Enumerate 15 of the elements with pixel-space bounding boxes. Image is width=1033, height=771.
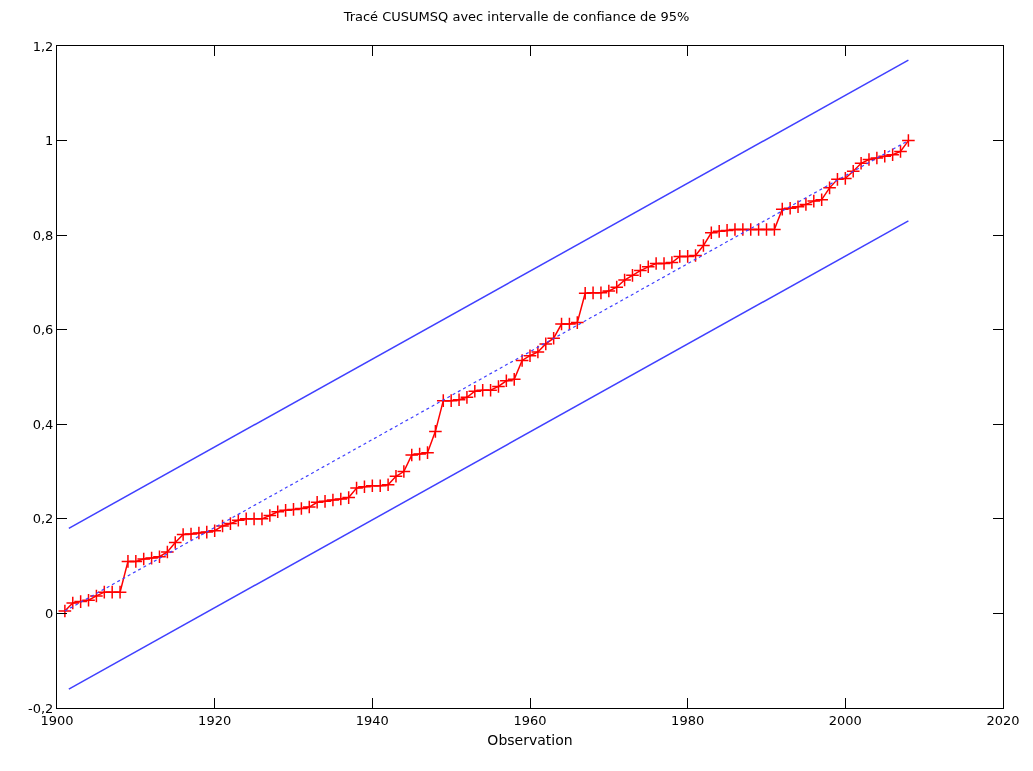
y-tick-label: 0 [45, 605, 54, 621]
y-tick-label: 1 [45, 133, 54, 149]
x-tick-label: 1940 [355, 712, 389, 728]
y-tick-label: 0,6 [32, 322, 54, 338]
y-tick-label: 0,4 [32, 416, 54, 432]
x-tick-label: 2000 [828, 712, 862, 728]
y-tick-label: 0,2 [32, 511, 54, 527]
x-tick-label: 1980 [671, 712, 705, 728]
x-tick-label: 1920 [198, 712, 232, 728]
y-tick-label: 0,8 [32, 227, 54, 243]
x-axis-title: Observation [487, 731, 573, 748]
x-tick-label: 2020 [986, 712, 1020, 728]
chart-title: Tracé CUSUMSQ avec intervalle de confiance de 95% [342, 8, 690, 24]
y-tick-label: 1,2 [32, 38, 54, 54]
x-tick-label: 1960 [513, 712, 547, 728]
